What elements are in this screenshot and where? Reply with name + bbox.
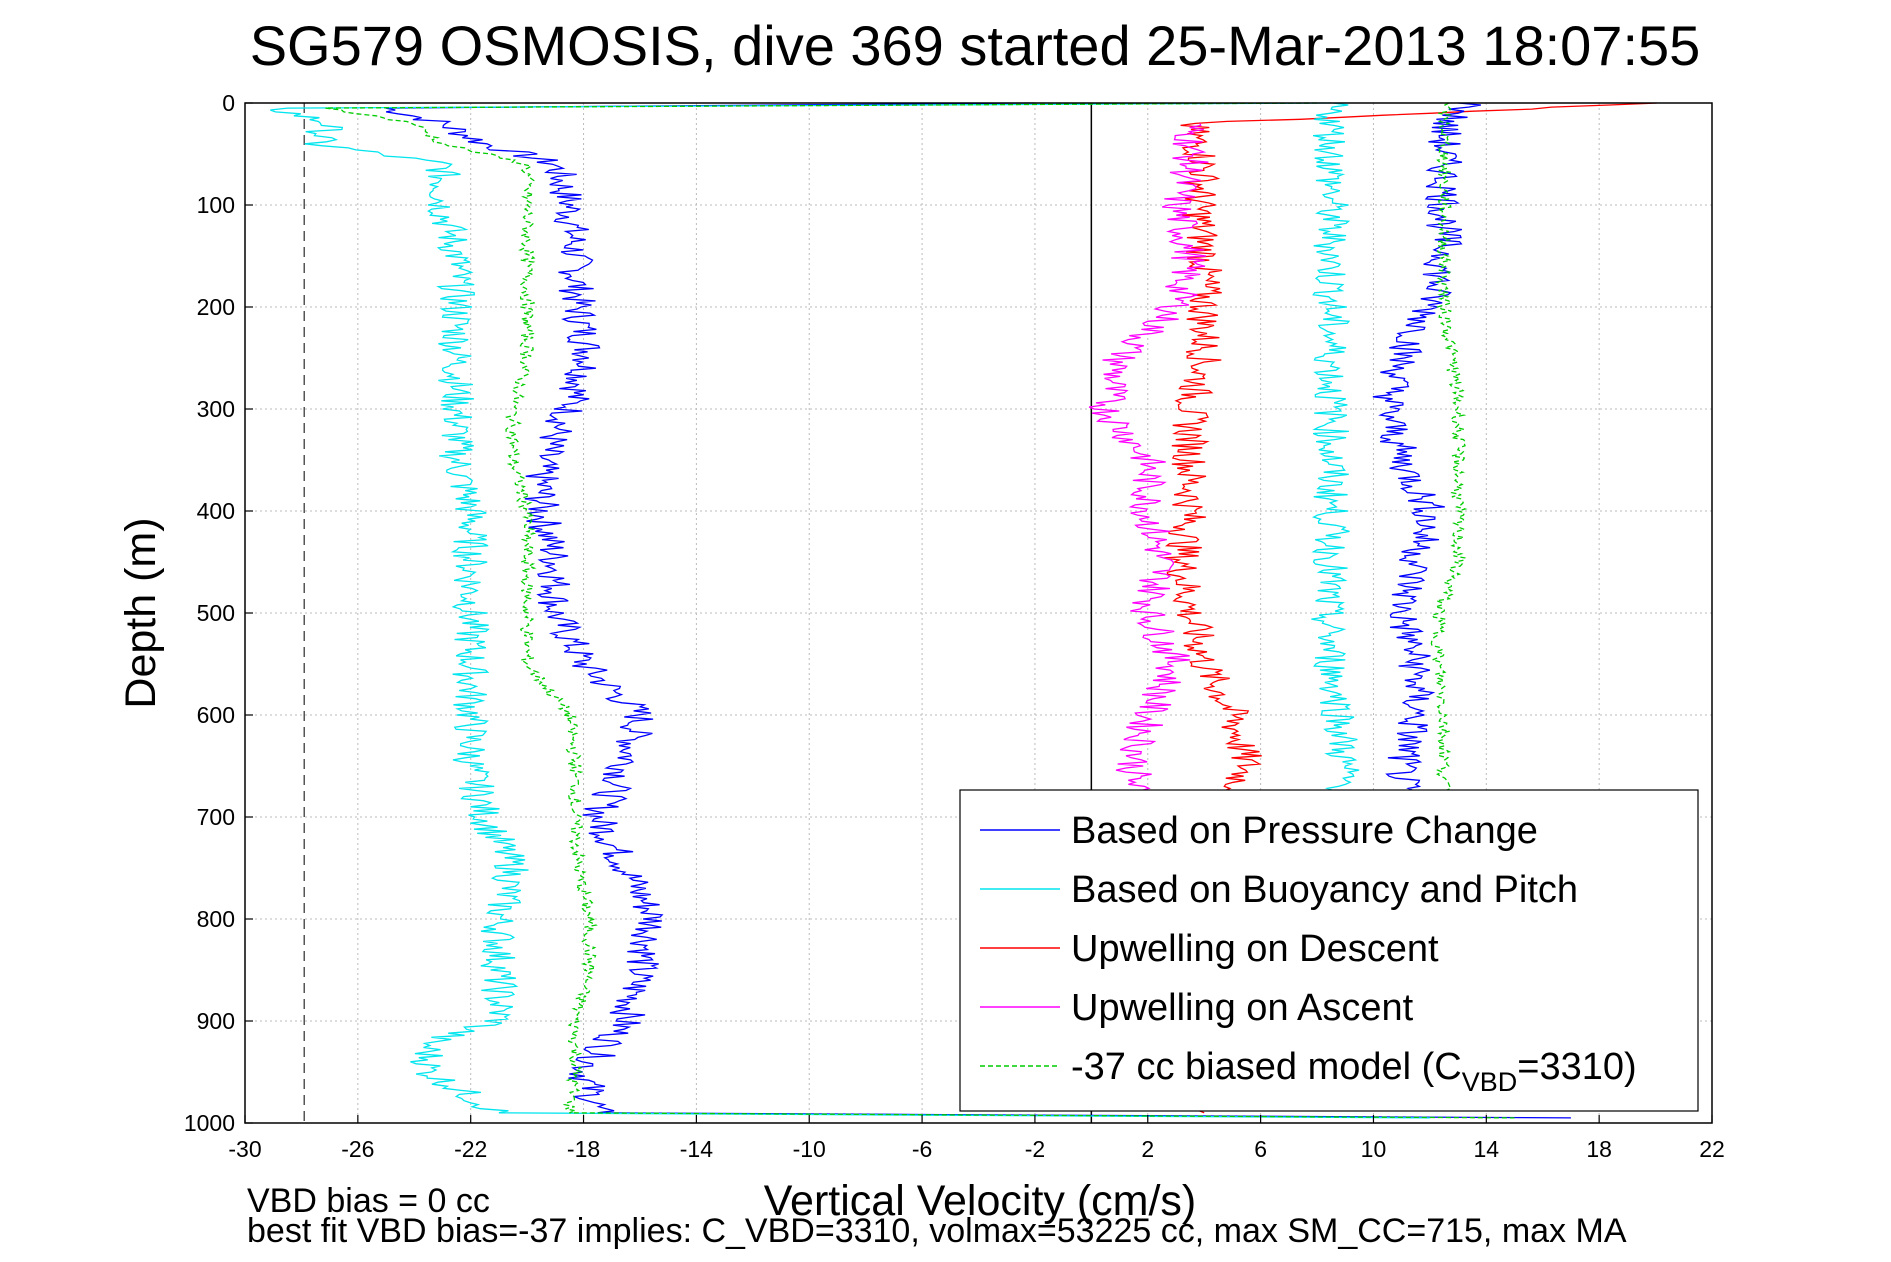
legend-label: Based on Buoyancy and Pitch [1071, 869, 1578, 911]
legend-label: Upwelling on Ascent [1071, 987, 1414, 1029]
footer-best-fit: best fit VBD bias=-37 implies: C_VBD=331… [247, 1212, 1627, 1250]
series-line-0 [385, 102, 1571, 1119]
y-tick-label: 900 [197, 1008, 235, 1034]
series-layer [270, 102, 1657, 1123]
series-line-6 [1311, 102, 1360, 798]
y-tick-label: 400 [197, 498, 235, 524]
series-line-4 [325, 102, 1515, 1119]
series-line-1 [270, 102, 1430, 1119]
chart-title: SG579 OSMOSIS, dive 369 started 25-Mar-2… [250, 14, 1701, 77]
y-tick-label: 200 [197, 294, 235, 320]
x-tick-label: -6 [912, 1136, 932, 1162]
y-tick-label: 500 [197, 600, 235, 626]
y-tick-label: 300 [197, 396, 235, 422]
legend-label: Based on Pressure Change [1071, 810, 1538, 852]
series-line-3 [1088, 123, 1209, 798]
series-line-7 [1430, 102, 1468, 798]
legend-box [959, 789, 1699, 1112]
y-tick-label: 1000 [184, 1110, 235, 1136]
legend-label: Upwelling on Descent [1071, 928, 1439, 970]
x-tick-label: -14 [680, 1136, 713, 1162]
y-tick-label: 0 [222, 90, 235, 116]
x-tick-label: 6 [1254, 1136, 1267, 1162]
x-tick-label: 10 [1361, 1136, 1387, 1162]
x-tick-label: -18 [567, 1136, 600, 1162]
y-tick-label: 800 [197, 906, 235, 932]
footer-vbd-bias: VBD bias = 0 cc [247, 1182, 490, 1220]
x-tick-label: -26 [341, 1136, 374, 1162]
x-tick-label: -2 [1025, 1136, 1045, 1162]
axis-ticks: -30 -26 -22 -18 -14 -10 -6 -2 2 6 10 14 18 2201002003… [184, 90, 1725, 1162]
y-tick-label: 700 [197, 804, 235, 830]
y-tick-label: 600 [197, 702, 235, 728]
x-tick-label: 18 [1586, 1136, 1612, 1162]
y-tick-label: 100 [197, 192, 235, 218]
x-tick-label: 22 [1699, 1136, 1725, 1162]
x-tick-label: -30 [228, 1136, 261, 1162]
x-tick-label: 14 [1474, 1136, 1500, 1162]
legend: Based on Pressure Change Based on Buoyanc… [959, 789, 1699, 1112]
x-tick-label: 2 [1141, 1136, 1154, 1162]
x-tick-label: -22 [454, 1136, 487, 1162]
series-line-5 [1372, 102, 1482, 798]
x-axis-label: Vertical Velocity (cm/s) [764, 1177, 1197, 1225]
x-tick-label: -10 [793, 1136, 826, 1162]
y-axis-label: Depth (m) [117, 517, 165, 708]
